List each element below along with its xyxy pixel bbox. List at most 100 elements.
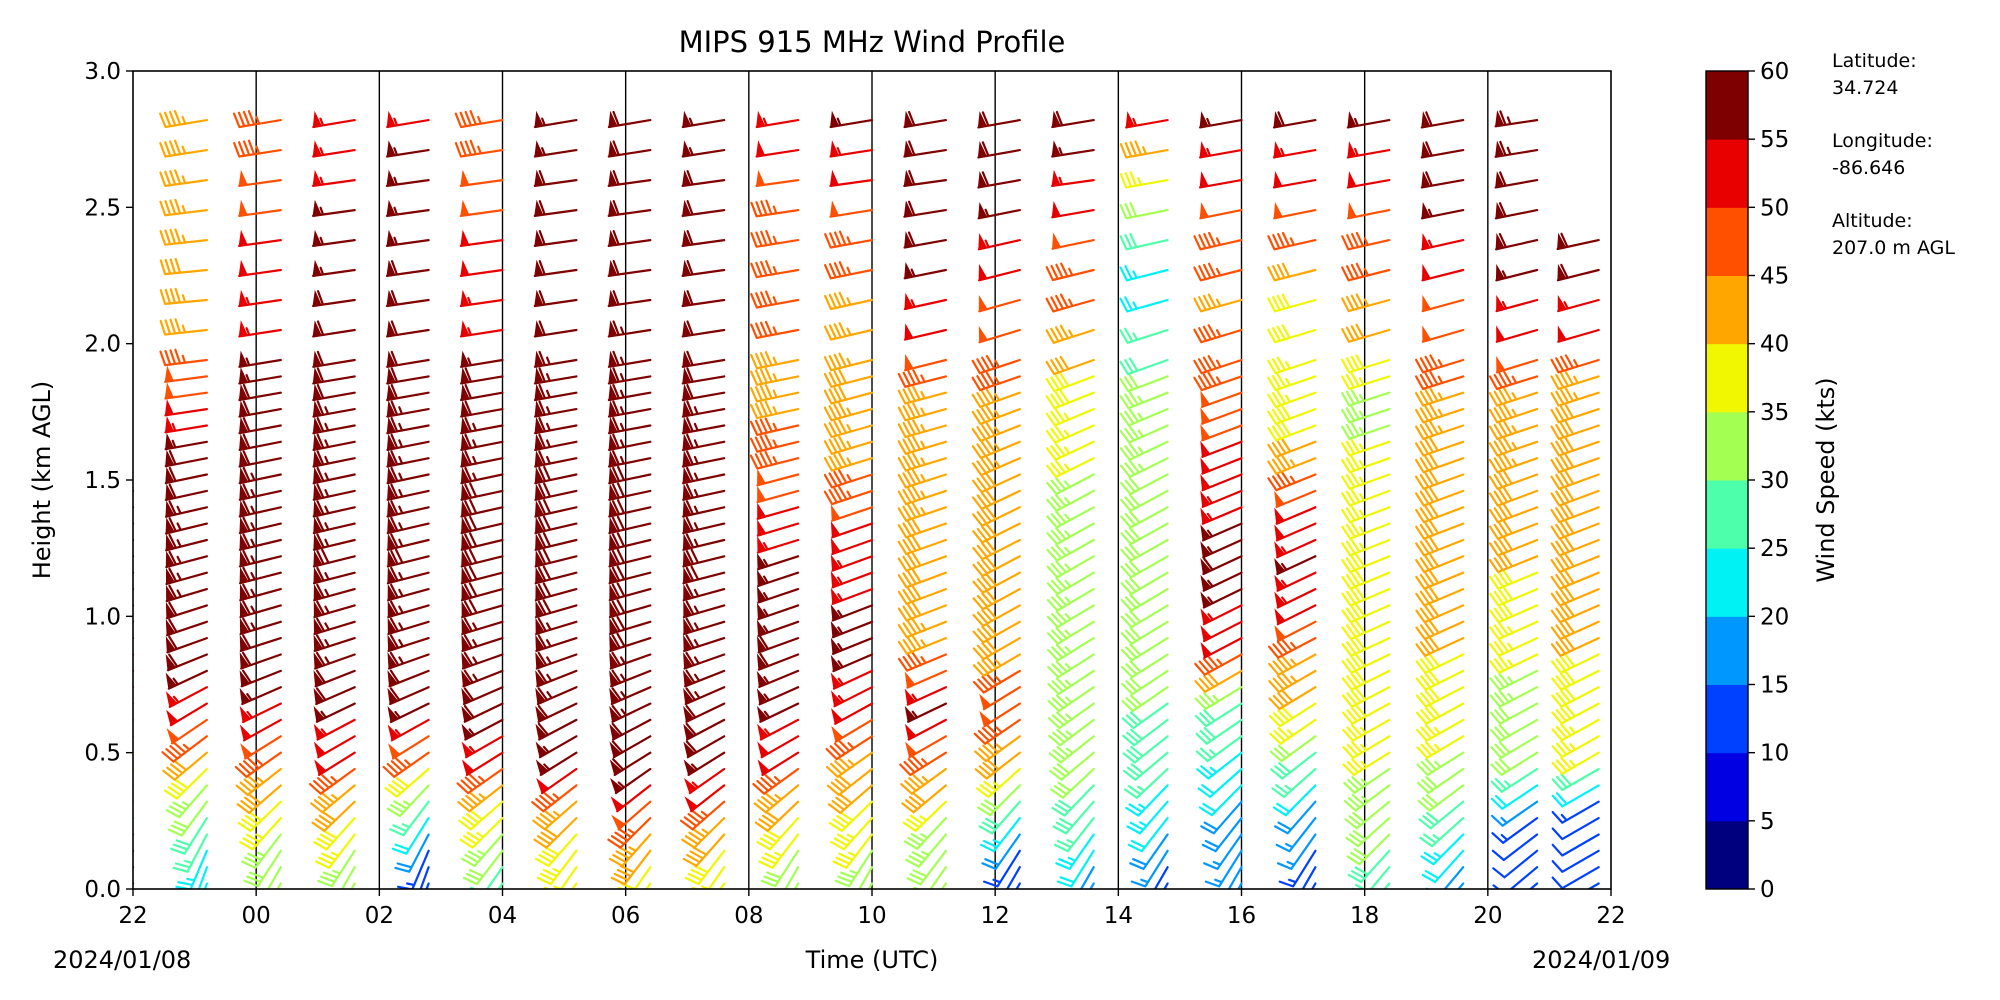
wind-barb [1193,231,1243,251]
wind-barb-flag [534,450,544,468]
wind-barb [823,435,874,455]
wind-barb [1550,420,1600,440]
wind-barb [1415,603,1465,624]
wind-barb [972,588,1021,611]
wind-barb-flag [682,140,692,158]
wind-barb [454,110,504,129]
wind-barb-flag [608,350,618,368]
wind-barb-flag [164,416,175,433]
wind-barb-flag [683,723,695,741]
wind-barb [1049,751,1095,781]
wind-barb-flag [386,450,397,468]
wind-barb-flag [387,687,399,705]
wind-barb [1341,653,1391,674]
wind-barb-flag [830,570,841,589]
wind-barb-flag [239,687,251,705]
wind-barb [1551,735,1600,758]
wind-barb [1125,784,1169,817]
wind-barb [1047,669,1095,696]
start-date-label: 2024/01/08 [53,946,191,974]
wind-barb [1119,440,1169,461]
wind-barb [1267,356,1317,375]
wind-barb-flag [461,516,471,534]
wind-barb [1341,389,1391,407]
wind-barb-flag [682,483,692,501]
wind-barb-flag [165,584,176,602]
wind-barb-flag [903,200,914,218]
wind-barb [313,817,356,851]
wind-barb [897,502,947,522]
wind-barb [1126,800,1169,835]
wind-barb [897,369,947,388]
wind-barb [1046,620,1095,645]
colorbar-tick-label-7: 35 [1760,400,1789,426]
wind-barb-flag [1495,263,1505,281]
wind-barb [1490,767,1539,793]
wind-barb [823,352,874,372]
wind-barb-flag [682,433,692,451]
wind-barb-flag [313,500,323,518]
wind-barb [1341,669,1391,691]
wind-barb [1343,767,1391,794]
wind-barb-flag [757,485,767,503]
barb-profile-7 [607,110,652,889]
wind-barb [1488,370,1539,390]
wind-barb [832,833,874,869]
colorbar-label: Wind Speed (kts) [1812,377,1840,582]
wind-barb [823,385,874,405]
wind-barb-flag [1273,111,1283,129]
wind-barb [162,751,208,781]
wind-barb-flag [460,450,470,468]
wind-barb-flag [1274,541,1286,558]
wind-barb-flag [1199,171,1209,189]
wind-barb [1197,767,1243,798]
wind-barb-flag [756,110,766,128]
wind-barb-flag [1557,263,1567,281]
wind-barb [1343,784,1391,812]
station-info: Latitude: 34.724 Longitude: -86.646 Alti… [1832,50,1955,259]
wind-barb [617,866,652,889]
wind-barb-flag [1496,294,1506,312]
wind-barb-flag [1274,574,1286,592]
wind-barb-flag [1200,390,1211,408]
y-tick-label-3: 1.5 [84,468,121,494]
wind-barb-flag [609,670,620,688]
wind-barb-flag [240,743,253,760]
wind-barb [1194,702,1243,728]
wind-barb-flag [239,634,250,652]
wind-barb [897,419,947,439]
wind-barb [1203,833,1243,870]
wind-barb [750,229,800,248]
wind-barb-flag [239,706,252,723]
wind-barb-flag [608,516,618,534]
wind-barb-flag [92,552,100,567]
wind-barb [897,635,947,655]
wind-barb-flag [1421,141,1431,159]
wind-barb [610,849,652,886]
wind-barb-flag [609,705,621,723]
wind-barb [680,800,726,831]
wind-barb-flag [239,533,249,551]
wind-barb-flag [387,634,397,652]
wind-barb-flag [683,670,694,688]
wind-barb [1046,555,1095,579]
barb-profile-9 [749,110,800,889]
wind-barb [1551,669,1600,691]
wind-barb [823,485,874,506]
wind-barb [897,485,947,506]
wind-barb [1275,817,1317,853]
wind-barb [133,588,135,591]
wind-barb [1550,520,1600,540]
longitude-value: -86.646 [1832,157,1905,179]
wind-barb-flag [534,259,544,277]
wind-barb-flag [1200,524,1212,542]
wind-barb-flag [165,654,177,671]
wind-barb [1415,536,1465,557]
wind-barb [1417,784,1465,812]
wind-barb [1341,686,1391,708]
wind-barb [1267,324,1317,344]
wind-barb [1119,233,1169,251]
wind-barb-flag [387,500,397,518]
wind-barb [1550,570,1600,590]
